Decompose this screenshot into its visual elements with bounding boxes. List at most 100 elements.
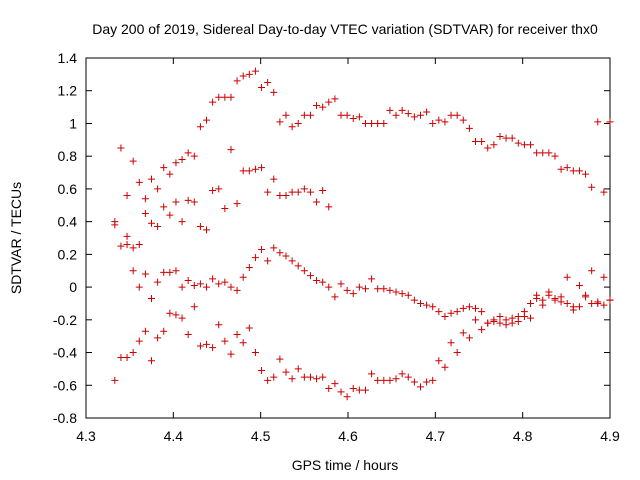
data-point	[233, 286, 241, 294]
data-point	[313, 375, 321, 383]
data-point	[190, 281, 198, 289]
data-point	[141, 209, 149, 217]
data-point	[435, 357, 443, 365]
data-point	[392, 111, 400, 119]
data-point	[123, 232, 131, 240]
data-point	[203, 340, 211, 348]
x-tick-label: 4.5	[251, 428, 271, 444]
data-point	[496, 313, 504, 321]
data-point	[251, 67, 259, 75]
data-point	[215, 321, 223, 329]
data-point	[459, 116, 467, 124]
data-point	[508, 134, 516, 142]
data-point	[117, 353, 125, 361]
y-tick-label: -0.8	[53, 410, 77, 426]
data-point	[306, 272, 314, 280]
y-tick-label: 1.2	[58, 83, 78, 99]
data-point	[361, 119, 369, 127]
data-point	[300, 185, 308, 193]
data-point	[496, 319, 504, 327]
data-point	[380, 376, 388, 384]
data-point	[184, 331, 192, 339]
data-point	[349, 385, 357, 393]
data-point	[294, 262, 302, 270]
data-point	[331, 95, 339, 103]
data-point	[355, 283, 363, 291]
data-point	[209, 98, 217, 106]
data-point	[239, 339, 247, 347]
data-point	[190, 198, 198, 206]
data-point	[465, 303, 473, 311]
data-point	[184, 149, 192, 157]
x-tick-label: 4.3	[76, 428, 96, 444]
data-point	[398, 370, 406, 378]
data-point	[203, 226, 211, 234]
data-point	[520, 308, 528, 316]
data-point	[148, 357, 155, 365]
data-points	[111, 67, 614, 401]
data-point	[337, 111, 345, 119]
data-point	[520, 141, 528, 149]
data-point	[472, 137, 480, 145]
y-tick-label: 0	[69, 279, 77, 295]
data-point	[563, 164, 571, 172]
data-point	[123, 353, 131, 361]
data-point	[221, 278, 229, 286]
data-point	[472, 316, 480, 324]
data-point	[282, 191, 290, 199]
data-point	[313, 101, 321, 109]
data-point	[386, 286, 394, 294]
x-tick-label: 4.9	[600, 428, 620, 444]
data-point	[258, 245, 266, 253]
data-point	[343, 393, 351, 401]
data-point	[178, 314, 186, 322]
data-point	[166, 309, 174, 317]
data-point	[416, 383, 424, 391]
data-point	[264, 257, 272, 265]
data-point	[141, 327, 149, 335]
data-point	[135, 283, 143, 291]
data-point	[349, 115, 357, 123]
data-point	[160, 164, 168, 172]
data-point	[258, 367, 266, 375]
data-point	[514, 313, 522, 321]
data-point	[423, 301, 431, 309]
data-point	[453, 308, 461, 316]
x-axis-label: GPS time / hours	[292, 457, 399, 473]
data-point	[117, 242, 125, 250]
data-point	[582, 170, 590, 178]
data-point	[160, 268, 168, 276]
chart-title: Day 200 of 2019, Sidereal Day-to-day VTE…	[92, 21, 598, 37]
data-point	[410, 296, 418, 304]
data-point	[386, 106, 394, 114]
data-point	[465, 124, 473, 132]
data-point	[575, 303, 583, 311]
data-point	[135, 178, 143, 186]
data-point	[594, 298, 602, 306]
data-point	[154, 334, 162, 342]
data-point	[374, 285, 382, 293]
data-point	[294, 119, 302, 127]
data-point	[594, 118, 602, 126]
data-point	[355, 386, 363, 394]
data-point	[349, 290, 357, 298]
data-point	[459, 329, 467, 337]
data-point	[398, 106, 406, 114]
data-point	[227, 350, 235, 358]
data-point	[423, 108, 431, 116]
data-point	[478, 308, 486, 316]
data-point	[374, 376, 382, 384]
data-point	[343, 111, 351, 119]
data-point	[331, 380, 339, 388]
data-point	[215, 93, 223, 101]
data-point	[245, 324, 253, 332]
data-point	[484, 319, 492, 327]
data-point	[398, 290, 406, 298]
data-point	[380, 119, 388, 127]
data-point	[361, 285, 369, 293]
data-point	[264, 376, 272, 384]
data-point	[276, 355, 284, 363]
data-point	[178, 155, 186, 163]
data-point	[429, 303, 437, 311]
data-point	[233, 77, 241, 85]
